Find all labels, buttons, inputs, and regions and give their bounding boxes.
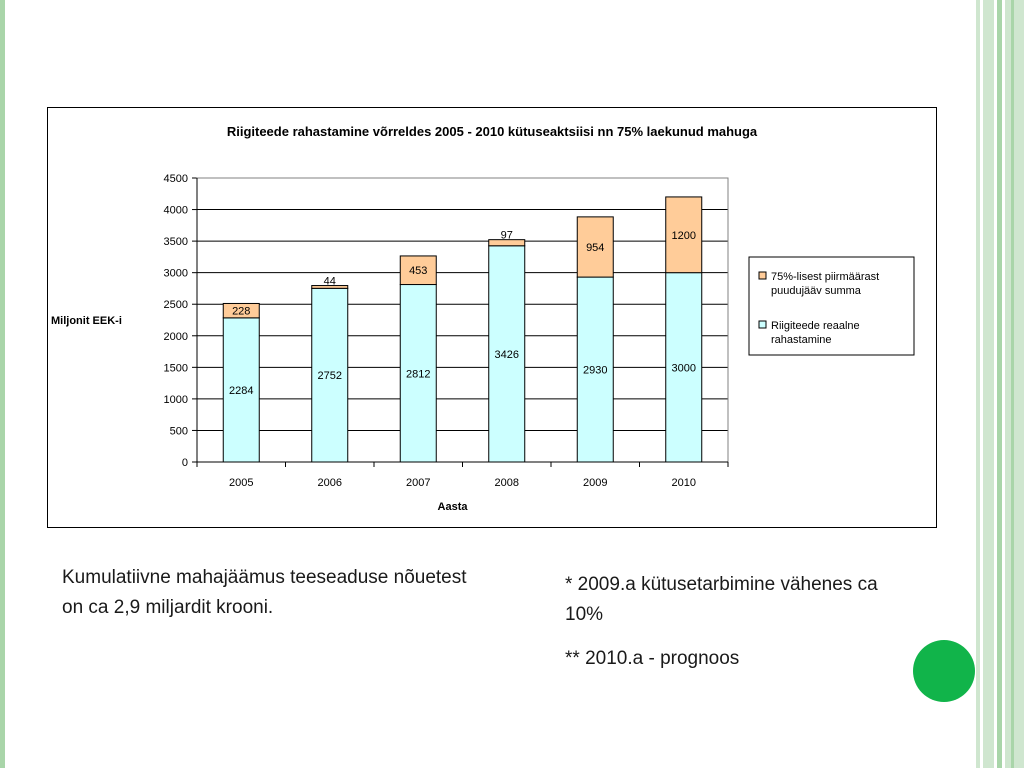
y-tick-label: 4000 <box>164 205 188 217</box>
y-tick-label: 3000 <box>164 268 188 280</box>
bar-base-2005 <box>222 317 260 463</box>
bar-top-2010 <box>665 196 703 274</box>
bar-top-2008 <box>488 239 526 247</box>
right-decor-stripe <box>976 0 980 768</box>
cumulative-note: Kumulatiivne mahajäämus teeseaduse nõuet… <box>62 567 467 618</box>
x-tick-label: 2008 <box>495 477 519 489</box>
bar-base-2009 <box>576 276 614 463</box>
data-label-top-2010: 1200 <box>672 230 696 242</box>
green-circle-decoration <box>913 640 975 702</box>
data-label-base-2009: 2930 <box>583 365 607 377</box>
data-label-top-2006: 44 <box>324 276 336 288</box>
legend-box <box>748 256 915 356</box>
data-label-top-2008: 97 <box>501 230 513 242</box>
right-decor-stripe <box>1011 0 1014 768</box>
legend-label: rahastamine <box>771 334 832 346</box>
x-tick-label: 2010 <box>672 477 696 489</box>
legend-label: Riigiteede reaalne <box>771 320 860 332</box>
legend-label: puudujääv summa <box>771 285 862 297</box>
chart-svg: Riigiteede rahastamine võrreldes 2005 - … <box>51 124 915 513</box>
x-tick-label: 2005 <box>229 477 253 489</box>
data-label-base-2008: 3426 <box>495 349 519 361</box>
y-tick-label: 500 <box>170 425 188 437</box>
data-label-base-2010: 3000 <box>672 362 696 374</box>
y-axis-title: Miljonit EEK-i <box>51 315 122 327</box>
bar-base-2006 <box>311 287 349 463</box>
bar-base-2010 <box>665 272 703 463</box>
left-decor-stripe <box>0 0 5 768</box>
data-label-top-2007: 453 <box>409 265 427 277</box>
y-tick-label: 2500 <box>164 299 188 311</box>
legend-swatch <box>758 271 767 280</box>
y-tick-label: 1500 <box>164 362 188 374</box>
right-decor-stripe <box>997 0 1002 768</box>
chart-frame: Riigiteede rahastamine võrreldes 2005 - … <box>47 107 937 528</box>
y-tick-label: 1000 <box>164 394 188 406</box>
x-tick-label: 2009 <box>583 477 607 489</box>
y-tick-label: 2000 <box>164 331 188 343</box>
data-label-base-2005: 2284 <box>229 385 253 397</box>
bar-base-2008 <box>488 245 526 463</box>
data-label-top-2005: 228 <box>232 306 250 318</box>
data-label-base-2006: 2752 <box>318 370 342 382</box>
footnote-fuel-consumption: * 2009.a kütusetarbimine vähenes ca 10% <box>565 574 878 625</box>
bar-top-2005 <box>222 302 260 319</box>
x-axis-title: Aasta <box>438 501 469 513</box>
x-tick-label: 2006 <box>318 477 342 489</box>
right-decor-stripe <box>983 0 994 768</box>
right-decor-stripe <box>1005 0 1024 768</box>
bar-top-2007 <box>399 255 437 286</box>
data-label-top-2009: 954 <box>586 242 604 254</box>
bar-top-2006 <box>311 285 349 289</box>
bar-top-2009 <box>576 216 614 278</box>
y-tick-label: 0 <box>182 457 188 469</box>
y-tick-label: 3500 <box>164 236 188 248</box>
y-tick-label: 4500 <box>164 173 188 185</box>
x-tick-label: 2007 <box>406 477 430 489</box>
footnotes: * 2009.a kütusetarbimine vähenes ca 10% … <box>565 570 895 688</box>
chart-title: Riigiteede rahastamine võrreldes 2005 - … <box>227 124 758 139</box>
legend-swatch <box>758 320 767 329</box>
plot-area <box>196 177 729 463</box>
data-label-base-2007: 2812 <box>406 368 430 380</box>
legend-label: 75%-lisest piirmäärast <box>771 271 879 283</box>
footnote-forecast: ** 2010.a - prognoos <box>565 648 740 669</box>
